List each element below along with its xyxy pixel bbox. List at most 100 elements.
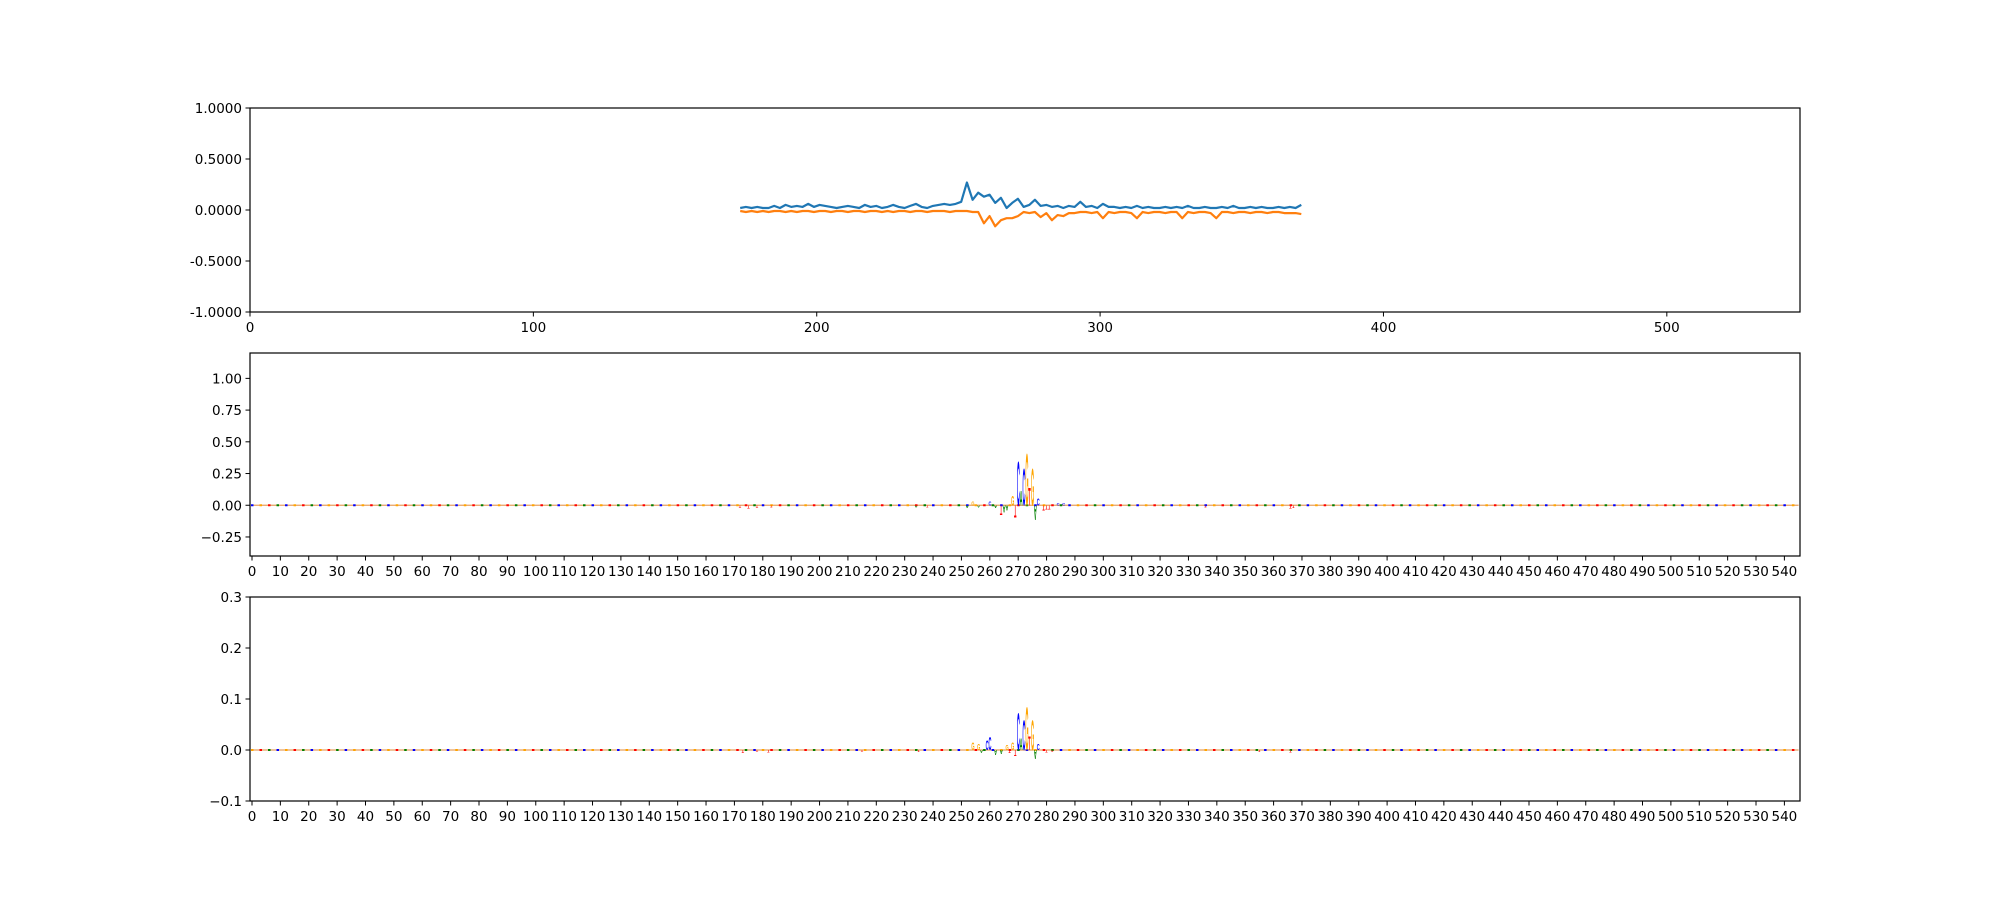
axes-frame	[249, 596, 1801, 802]
logo-background-mark	[1102, 504, 1105, 507]
logo-background-mark	[1153, 749, 1156, 751]
logo-background-mark	[1008, 504, 1012, 507]
logo-background-mark	[1621, 504, 1625, 507]
x-tick-label: 60	[414, 809, 431, 825]
logo-background-mark	[1613, 504, 1616, 507]
logo-background-mark	[1783, 504, 1786, 507]
logo-background-mark	[438, 749, 441, 751]
logo-background-mark	[336, 504, 339, 507]
logo-background-mark	[514, 504, 518, 507]
logo-background-mark	[370, 504, 373, 507]
x-tick-label: 80	[470, 564, 487, 580]
x-tick-label: 330	[1176, 564, 1202, 580]
logo-background-mark	[949, 504, 952, 507]
x-tick-label: 390	[1346, 564, 1372, 580]
logo-background-mark	[1042, 749, 1046, 751]
logo-letter-C: C	[988, 501, 991, 507]
logo-background-mark	[1562, 749, 1565, 751]
x-tick-label: 470	[1573, 809, 1599, 825]
logo-background-mark	[1749, 504, 1752, 507]
x-tick-label: 50	[385, 809, 402, 825]
logo-background-mark	[1655, 504, 1659, 507]
logo-background-mark	[1017, 749, 1020, 751]
logo-background-mark	[1025, 749, 1029, 751]
logo-background-mark	[1059, 504, 1063, 507]
x-tick-label: 150	[665, 809, 691, 825]
logo-background-mark	[974, 749, 978, 751]
x-tick-label: 400	[1374, 564, 1400, 580]
logo-background-mark	[1391, 749, 1395, 751]
logo-background-mark	[1366, 504, 1369, 507]
logo-background-mark	[489, 504, 492, 507]
logo-background-mark	[1749, 749, 1752, 751]
logo-background-mark	[915, 504, 918, 507]
x-tick-label: 340	[1204, 564, 1230, 580]
logo-background-mark	[804, 749, 807, 751]
logo-background-mark	[1230, 504, 1233, 507]
x-tick-label: 440	[1488, 809, 1514, 825]
logo-background-mark	[651, 749, 654, 751]
x-tick-label: 530	[1743, 564, 1769, 580]
logo-background-mark	[744, 504, 748, 507]
logo-background-mark	[1093, 504, 1097, 507]
x-tick-label: 240	[920, 809, 946, 825]
logo-background-mark	[1323, 504, 1327, 507]
x-tick-label: 110	[551, 564, 577, 580]
logo-background-mark	[966, 504, 969, 507]
x-tick-label: 480	[1601, 809, 1627, 825]
logo-background-mark	[1579, 504, 1582, 507]
x-tick-label: 70	[442, 564, 459, 580]
logo-background-mark	[1698, 504, 1701, 507]
y-tick-label: 0.3	[221, 590, 242, 606]
logo-letter-G: G	[1005, 745, 1008, 752]
x-tick-label: 120	[580, 564, 606, 580]
logo-background-mark	[1204, 504, 1207, 507]
logo-background-mark	[1161, 749, 1165, 751]
line-series-1	[739, 181, 1302, 210]
logo-background-mark	[285, 749, 288, 751]
logo-background-mark	[1545, 749, 1548, 751]
logo-background-mark	[1638, 749, 1642, 751]
logo-letter-T: T	[1258, 749, 1261, 752]
logo-background-mark	[855, 749, 858, 751]
logo-background-mark	[1349, 504, 1352, 507]
logo-background-mark	[966, 749, 969, 751]
logo-background-mark	[1255, 749, 1259, 751]
logo-background-mark	[1093, 749, 1097, 751]
x-tick-label: 220	[863, 564, 889, 580]
logo-background-mark	[1519, 504, 1522, 507]
logo-letter-C: C	[1037, 744, 1040, 753]
logo-background-mark	[523, 749, 526, 751]
logo-background-mark	[1570, 504, 1574, 507]
logo-background-mark	[957, 749, 961, 751]
logo-background-mark	[361, 749, 365, 751]
logo-background-mark	[1459, 749, 1463, 751]
logo-letter-T: T	[767, 749, 770, 753]
x-tick-label: 170	[722, 564, 748, 580]
logo-background-mark	[1570, 749, 1574, 751]
logo-background-mark	[1187, 749, 1190, 751]
logo-background-mark	[1178, 749, 1182, 751]
logo-letter-T: T	[1008, 749, 1011, 754]
logo-background-mark	[880, 504, 884, 507]
logo-letter-T: T	[1204, 504, 1208, 507]
logo-background-mark	[1527, 504, 1531, 507]
logo-background-mark	[1434, 504, 1437, 507]
logo-background-mark	[1357, 504, 1361, 507]
logo-background-mark	[1732, 504, 1735, 507]
logo-background-mark	[540, 749, 543, 751]
x-tick-label: 170	[722, 809, 748, 825]
logo-background-mark	[1289, 749, 1293, 751]
x-tick-label: 290	[1062, 564, 1088, 580]
x-tick-label: 370	[1289, 564, 1315, 580]
logo-background-mark	[1153, 504, 1156, 507]
logo-background-mark	[659, 504, 663, 507]
logo-background-mark	[1366, 749, 1369, 751]
logo-background-mark	[898, 504, 901, 507]
x-tick-label: 460	[1544, 564, 1570, 580]
logo-background-mark	[327, 504, 331, 507]
logo-letter-T: T	[926, 504, 930, 507]
logo-background-mark	[829, 504, 833, 507]
logo-background-mark	[983, 504, 986, 507]
logo-background-mark	[736, 749, 739, 751]
